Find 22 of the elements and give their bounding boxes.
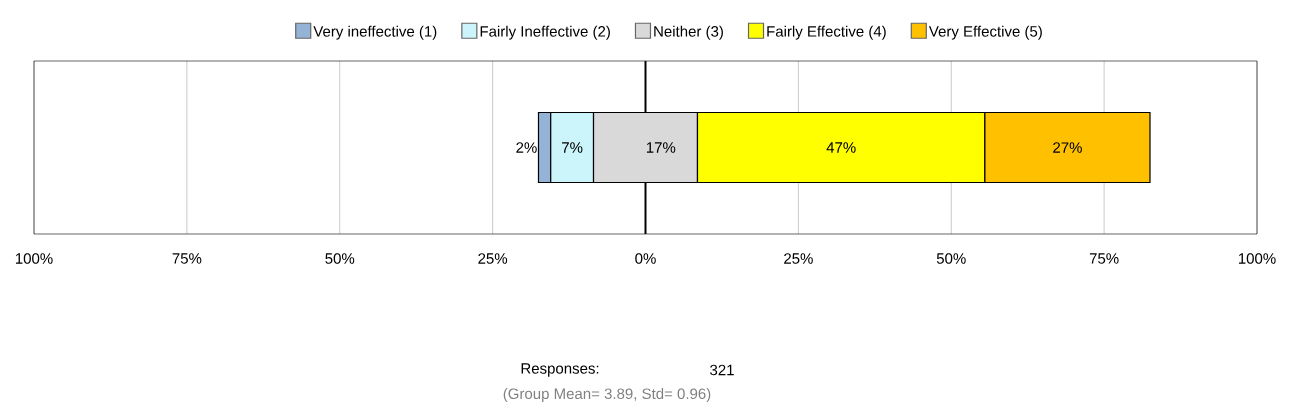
x-tick-label: 100%: [15, 253, 53, 264]
text: Responses:: [521, 363, 599, 377]
text: (Group Mean= 3.89, Std= 0.96): [503, 388, 711, 402]
legend-label: Fairly Ineffective (2): [480, 25, 610, 40]
x-tick-label: 25%: [478, 253, 508, 264]
x-tick-label: 0%: [635, 253, 656, 264]
legend-label: Fairly Effective (4): [767, 25, 886, 40]
x-tick-label: 25%: [784, 253, 813, 264]
data-label: 17%: [646, 142, 676, 153]
legend-label: Neither (3): [654, 25, 723, 40]
data-label: 47%: [826, 142, 856, 153]
data-label: 27%: [1053, 142, 1082, 153]
x-tick-label: 75%: [1089, 253, 1119, 264]
x-tick-label: 50%: [325, 253, 355, 264]
legend-label: Very ineffective (1): [313, 25, 437, 40]
x-tick-label: 50%: [936, 253, 966, 264]
x-tick-label: 100%: [1238, 253, 1276, 264]
x-tick-label: 75%: [172, 253, 202, 264]
data-label: 7%: [562, 142, 583, 153]
data-label: 2%: [516, 142, 537, 153]
legend-label: Very Effective (5): [928, 25, 1042, 40]
text: 321: [710, 364, 734, 376]
